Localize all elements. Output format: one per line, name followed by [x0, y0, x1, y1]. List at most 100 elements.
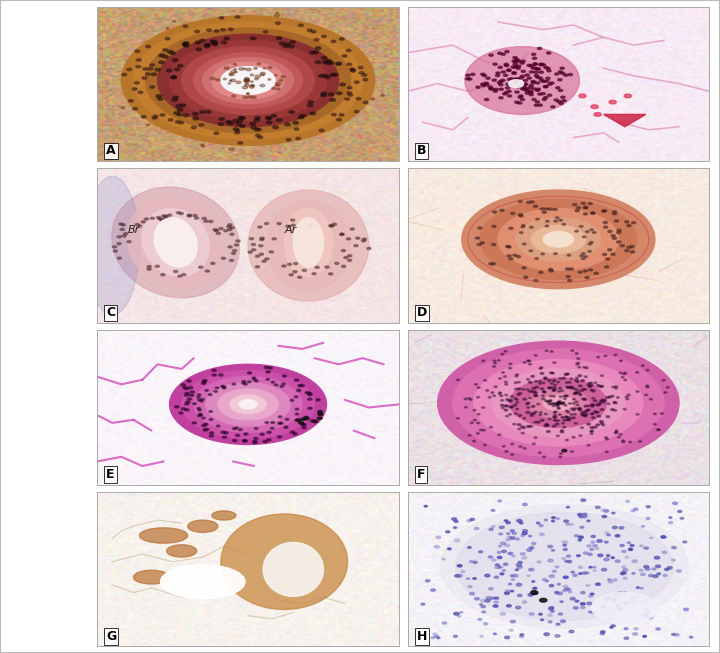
Circle shape	[214, 30, 219, 32]
Circle shape	[187, 215, 192, 217]
Circle shape	[212, 369, 216, 372]
Circle shape	[526, 201, 531, 203]
Circle shape	[518, 562, 522, 564]
Circle shape	[526, 379, 529, 380]
Circle shape	[274, 74, 277, 76]
Circle shape	[212, 43, 218, 46]
Circle shape	[307, 392, 312, 394]
Circle shape	[552, 390, 556, 391]
Circle shape	[206, 383, 290, 426]
Circle shape	[477, 413, 480, 415]
Circle shape	[158, 34, 338, 127]
Circle shape	[591, 212, 595, 214]
Circle shape	[635, 595, 640, 597]
Circle shape	[505, 405, 509, 407]
Circle shape	[348, 255, 352, 257]
Circle shape	[627, 394, 630, 396]
Circle shape	[559, 453, 562, 454]
Circle shape	[521, 426, 524, 428]
Circle shape	[472, 440, 475, 442]
Circle shape	[113, 250, 117, 252]
Circle shape	[672, 502, 678, 505]
Circle shape	[528, 364, 531, 365]
Circle shape	[602, 424, 605, 426]
Circle shape	[477, 387, 480, 389]
Circle shape	[166, 69, 172, 72]
Circle shape	[236, 81, 241, 84]
Circle shape	[505, 539, 510, 541]
Circle shape	[216, 232, 220, 234]
Circle shape	[307, 398, 312, 400]
Circle shape	[595, 506, 600, 509]
Circle shape	[333, 73, 338, 76]
Circle shape	[541, 395, 544, 396]
Circle shape	[621, 592, 624, 594]
Circle shape	[507, 69, 511, 71]
Circle shape	[567, 279, 572, 281]
Circle shape	[221, 431, 225, 434]
Circle shape	[583, 415, 586, 416]
Circle shape	[540, 367, 543, 368]
Circle shape	[354, 81, 359, 84]
Circle shape	[197, 415, 201, 417]
Circle shape	[228, 28, 233, 31]
Circle shape	[577, 366, 581, 368]
Circle shape	[266, 439, 271, 441]
Circle shape	[454, 613, 459, 615]
Circle shape	[503, 445, 505, 447]
Circle shape	[451, 518, 456, 520]
Circle shape	[177, 113, 182, 116]
Circle shape	[298, 419, 302, 421]
Circle shape	[141, 116, 146, 118]
Circle shape	[528, 360, 531, 362]
Circle shape	[480, 599, 485, 602]
Circle shape	[656, 628, 660, 630]
Circle shape	[277, 223, 282, 225]
Circle shape	[568, 381, 571, 383]
Circle shape	[542, 390, 545, 392]
Circle shape	[480, 603, 482, 605]
Circle shape	[527, 77, 531, 79]
Circle shape	[622, 441, 625, 443]
Circle shape	[513, 575, 518, 577]
Circle shape	[287, 263, 292, 265]
Circle shape	[549, 607, 554, 610]
Circle shape	[503, 375, 506, 377]
Circle shape	[148, 67, 153, 70]
Circle shape	[302, 426, 306, 429]
Circle shape	[594, 272, 598, 274]
Circle shape	[607, 403, 610, 404]
Circle shape	[181, 274, 186, 276]
Circle shape	[534, 67, 538, 69]
Circle shape	[328, 93, 333, 96]
Circle shape	[571, 350, 574, 351]
Circle shape	[531, 67, 535, 69]
Circle shape	[276, 82, 281, 85]
Circle shape	[552, 396, 555, 397]
Circle shape	[505, 451, 508, 452]
Circle shape	[310, 112, 315, 115]
Circle shape	[557, 583, 560, 585]
Circle shape	[509, 258, 513, 260]
Circle shape	[561, 417, 564, 419]
Circle shape	[256, 266, 259, 268]
Circle shape	[555, 217, 559, 219]
Circle shape	[495, 564, 500, 566]
Circle shape	[541, 253, 544, 255]
Circle shape	[675, 633, 679, 636]
Circle shape	[276, 85, 279, 86]
Circle shape	[224, 432, 228, 434]
Circle shape	[588, 251, 591, 252]
Circle shape	[539, 64, 543, 66]
Circle shape	[618, 608, 623, 610]
Circle shape	[253, 440, 257, 443]
Circle shape	[581, 379, 585, 381]
Circle shape	[672, 547, 676, 549]
Circle shape	[588, 243, 592, 245]
Circle shape	[285, 419, 289, 421]
Circle shape	[517, 520, 522, 522]
Circle shape	[491, 526, 495, 528]
Circle shape	[567, 560, 572, 563]
Circle shape	[318, 413, 322, 415]
Circle shape	[593, 426, 597, 428]
